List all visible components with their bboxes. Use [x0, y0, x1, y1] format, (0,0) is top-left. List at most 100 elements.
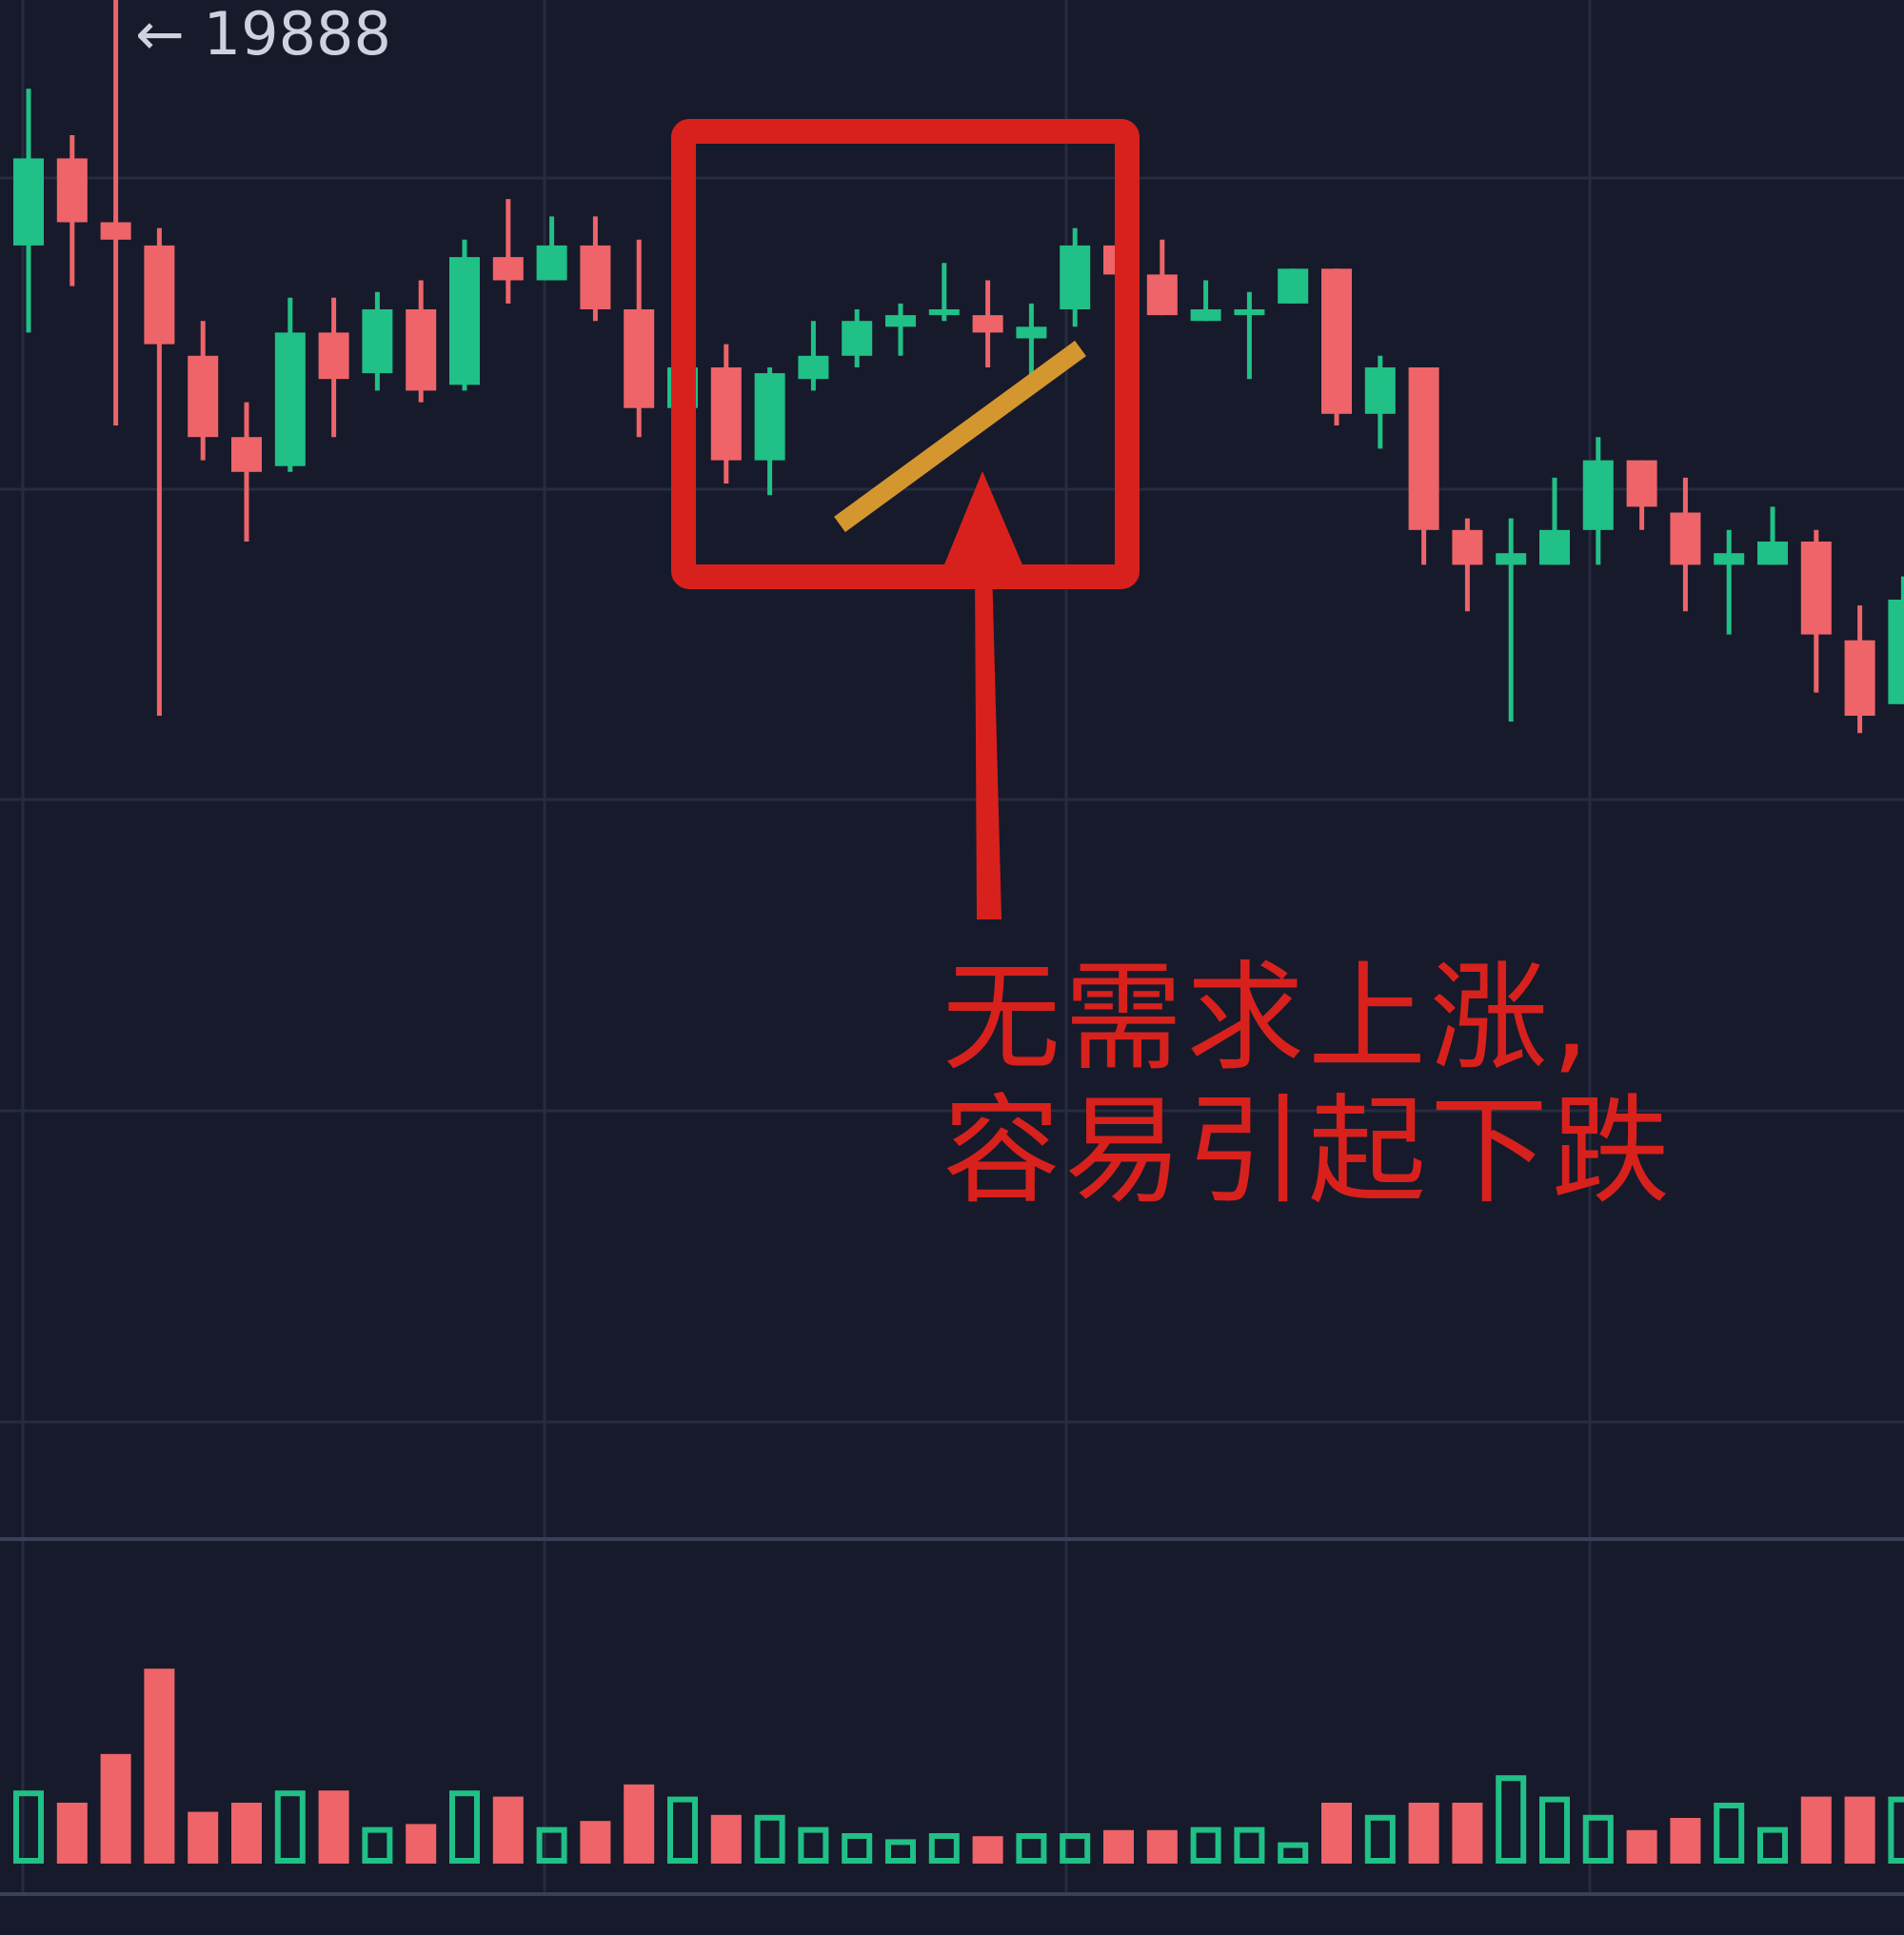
candle-up[interactable]	[1364, 355, 1396, 449]
volume-bar-down[interactable]	[318, 1790, 349, 1864]
volume-bar-down[interactable]	[1146, 1829, 1178, 1864]
candle-down[interactable]	[144, 227, 175, 716]
volume-bar-down[interactable]	[144, 1668, 175, 1864]
volume-bar-down[interactable]	[580, 1821, 611, 1864]
candle-down[interactable]	[1800, 529, 1832, 693]
candle-up[interactable]	[1016, 303, 1047, 380]
candle-down[interactable]	[580, 216, 611, 322]
candle-up[interactable]	[1582, 437, 1614, 565]
volume-bar-down[interactable]	[1844, 1796, 1875, 1864]
candle-up[interactable]	[798, 321, 829, 391]
candle-up[interactable]	[928, 263, 960, 322]
volume-bar-up[interactable]	[754, 1814, 785, 1865]
candle-down[interactable]	[231, 402, 262, 542]
candle-up[interactable]	[449, 239, 480, 391]
candle-down[interactable]	[56, 135, 88, 286]
candle-body	[1844, 640, 1875, 716]
volume-bar-up[interactable]	[274, 1790, 306, 1864]
volume-bar-up[interactable]	[1888, 1796, 1904, 1864]
pointer-arrowhead	[942, 471, 1024, 569]
volume-bar-up[interactable]	[667, 1796, 698, 1864]
volume-bar-up[interactable]	[885, 1839, 916, 1865]
volume-bar-up[interactable]	[1234, 1826, 1265, 1864]
volume-bar-up[interactable]	[1190, 1826, 1221, 1864]
highlight-box	[671, 119, 1140, 589]
candle-up[interactable]	[536, 216, 567, 281]
volume-bar-down[interactable]	[1103, 1829, 1134, 1864]
candle-body	[1496, 553, 1527, 565]
volume-bar-up[interactable]	[1539, 1796, 1570, 1864]
candle-down[interactable]	[1844, 605, 1875, 734]
left-arrow-icon: ←	[135, 0, 185, 69]
trend-line	[834, 340, 1086, 533]
price-high-label: ← 19888	[135, 0, 391, 69]
candle-up[interactable]	[1190, 280, 1221, 322]
candle-up[interactable]	[1757, 506, 1788, 565]
volume-bar-down[interactable]	[56, 1803, 88, 1864]
volume-bar-down[interactable]	[624, 1784, 655, 1864]
volume-bar-down[interactable]	[188, 1811, 219, 1864]
candle-down[interactable]	[318, 297, 349, 438]
volume-bar-up[interactable]	[1757, 1826, 1788, 1864]
volume-bar-down[interactable]	[1670, 1818, 1701, 1864]
candle-down[interactable]	[972, 280, 1003, 368]
candle-up[interactable]	[754, 367, 785, 496]
candle-down[interactable]	[188, 321, 219, 461]
volume-bar-down[interactable]	[1452, 1803, 1483, 1864]
volume-bar-up[interactable]	[362, 1826, 393, 1864]
volume-bar-down[interactable]	[1800, 1796, 1832, 1864]
volume-bar-down[interactable]	[1321, 1803, 1352, 1864]
candle-up[interactable]	[1278, 268, 1309, 304]
volume-bar-up[interactable]	[928, 1833, 960, 1864]
volume-bar-up[interactable]	[798, 1826, 829, 1864]
candle-up[interactable]	[885, 303, 916, 356]
volume-bar-up[interactable]	[536, 1826, 567, 1864]
volume-bar-down[interactable]	[710, 1814, 742, 1864]
candle-up[interactable]	[842, 309, 873, 367]
candle-down[interactable]	[1670, 477, 1701, 612]
candle-body	[144, 245, 175, 345]
volume-bar-up[interactable]	[1496, 1775, 1527, 1864]
candle-up[interactable]	[362, 291, 393, 391]
volume-bar-up[interactable]	[1278, 1842, 1309, 1864]
volume-bar-up[interactable]	[1714, 1803, 1745, 1864]
candle-down[interactable]	[1321, 268, 1352, 425]
volume-bar-up[interactable]	[842, 1833, 873, 1864]
volume-bar-up[interactable]	[1060, 1833, 1091, 1864]
candle-down[interactable]	[1626, 460, 1657, 530]
candle-down[interactable]	[1146, 239, 1178, 316]
candle-up[interactable]	[1060, 227, 1091, 327]
volume-bar-down[interactable]	[231, 1803, 262, 1864]
candle-up[interactable]	[1539, 477, 1570, 565]
volume-bar-down[interactable]	[1626, 1829, 1657, 1864]
candles-layer[interactable]	[13, 0, 1904, 734]
candle-up[interactable]	[274, 297, 306, 472]
volume-layer[interactable]	[13, 1668, 1904, 1865]
volume-bar-up[interactable]	[13, 1790, 44, 1864]
candle-up[interactable]	[1234, 291, 1265, 380]
volume-bar-down[interactable]	[100, 1753, 131, 1864]
annotation-text: 无需求上涨, 容易引起下跌	[942, 952, 1674, 1218]
volume-bar-up[interactable]	[1364, 1814, 1396, 1865]
candle-down[interactable]	[100, 0, 131, 425]
volume-bar-down[interactable]	[972, 1836, 1003, 1864]
candle-up[interactable]	[1888, 576, 1904, 704]
candle-down[interactable]	[1408, 367, 1439, 565]
candle-up[interactable]	[1496, 518, 1527, 722]
candle-down[interactable]	[406, 280, 437, 403]
volume-bar-down[interactable]	[492, 1796, 524, 1864]
volume-bar-up[interactable]	[449, 1790, 480, 1864]
volume-bar-up[interactable]	[1016, 1833, 1047, 1864]
volume-bar-down[interactable]	[1408, 1803, 1439, 1864]
volume-bar-down[interactable]	[406, 1824, 437, 1864]
candle-down[interactable]	[1452, 518, 1483, 612]
candle-up[interactable]	[1714, 529, 1745, 635]
candle-down[interactable]	[624, 239, 655, 438]
candle-body	[928, 309, 960, 316]
volume-bar-up[interactable]	[1582, 1814, 1614, 1865]
candle-up[interactable]	[13, 89, 44, 333]
candle-down[interactable]	[492, 199, 524, 304]
candle-body	[1278, 268, 1309, 304]
candle-down[interactable]	[710, 344, 742, 484]
